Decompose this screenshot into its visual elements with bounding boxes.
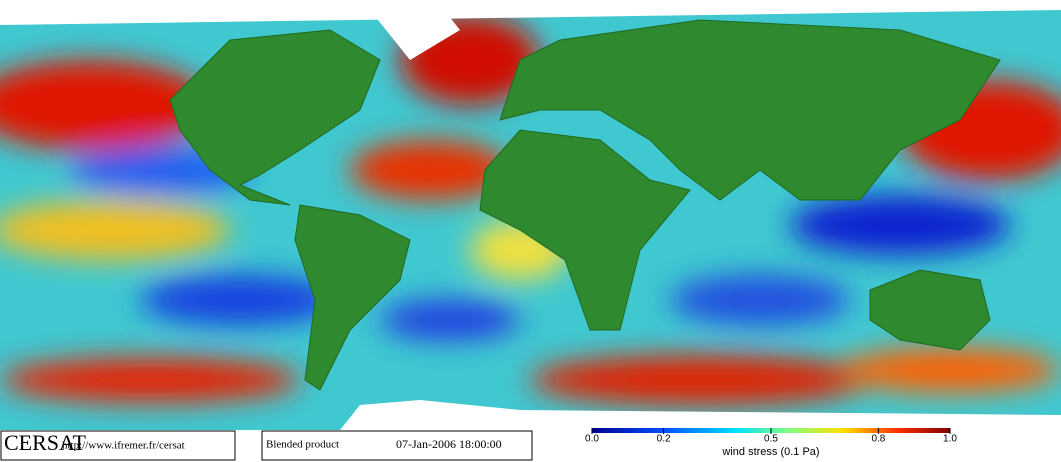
arctic	[0, 0, 1061, 25]
australia	[869, 269, 991, 351]
colorbar-label: wind stress (0.1 Pa)	[721, 446, 819, 458]
land	[169, 19, 1001, 391]
colorbar-tick-label: 1.0	[943, 434, 957, 445]
colorbar-tick-label: 0.2	[657, 434, 671, 445]
ice	[0, 0, 1061, 430]
south-america	[294, 204, 411, 391]
product-box	[261, 430, 533, 461]
colorbar-tick-label: 0.8	[871, 434, 885, 445]
logo: CERSAT	[4, 430, 86, 455]
africa	[479, 129, 691, 331]
datetime: 07-Jan-2006 18:00:00	[396, 437, 502, 451]
product: Blended product	[266, 439, 339, 451]
north-america	[169, 29, 381, 206]
eurasia	[499, 19, 1001, 201]
antarctica	[340, 400, 1061, 430]
colorbar-tick-label: 0.0	[585, 434, 599, 445]
url: http://www.ifremer.fr/cersat	[62, 440, 185, 452]
colorbar-tick-label: 0.5	[764, 434, 778, 445]
logo-box	[0, 430, 236, 461]
